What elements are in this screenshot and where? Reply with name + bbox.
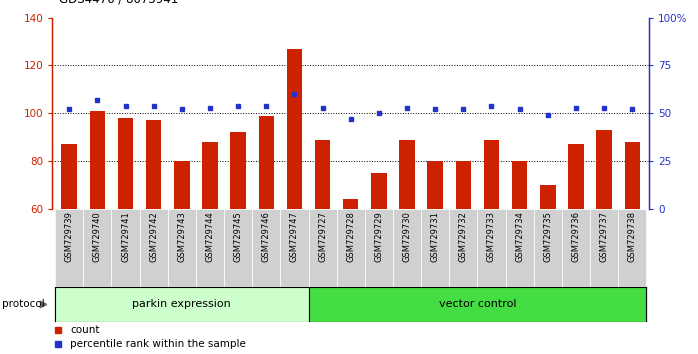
Bar [309, 209, 336, 287]
Text: GSM729743: GSM729743 [177, 211, 186, 262]
Text: GSM729732: GSM729732 [459, 211, 468, 262]
Bar [343, 199, 359, 209]
Bar [450, 209, 477, 287]
Bar [618, 209, 646, 287]
Bar [230, 132, 246, 209]
Bar [140, 209, 168, 287]
Text: GSM729738: GSM729738 [628, 211, 637, 262]
Text: GSM729742: GSM729742 [149, 211, 158, 262]
Text: GSM729747: GSM729747 [290, 211, 299, 262]
Text: GSM729735: GSM729735 [543, 211, 552, 262]
Bar [118, 118, 133, 209]
Text: vector control: vector control [438, 299, 517, 309]
Text: GSM729744: GSM729744 [205, 211, 214, 262]
Bar [477, 209, 505, 287]
Bar [112, 209, 140, 287]
Text: GSM729730: GSM729730 [403, 211, 412, 262]
Bar [224, 209, 252, 287]
Bar [568, 144, 584, 209]
Text: GSM729733: GSM729733 [487, 211, 496, 262]
Bar [534, 209, 562, 287]
Text: GSM729728: GSM729728 [346, 211, 355, 262]
Text: GSM729745: GSM729745 [234, 211, 243, 262]
Bar [371, 173, 387, 209]
Text: GSM729741: GSM729741 [121, 211, 130, 262]
Bar [252, 209, 281, 287]
Text: GSM729736: GSM729736 [572, 211, 581, 262]
Bar [202, 142, 218, 209]
Text: count: count [70, 325, 100, 335]
Bar [174, 161, 190, 209]
Bar [590, 209, 618, 287]
Bar [625, 142, 640, 209]
Bar [55, 209, 83, 287]
Bar [427, 161, 443, 209]
Bar [89, 111, 105, 209]
Bar [399, 139, 415, 209]
Bar [336, 209, 365, 287]
Text: GSM729731: GSM729731 [431, 211, 440, 262]
Bar [484, 139, 499, 209]
Bar [146, 120, 161, 209]
Bar [309, 287, 646, 322]
Bar [456, 161, 471, 209]
Bar [55, 287, 309, 322]
Bar [196, 209, 224, 287]
Bar [505, 209, 534, 287]
Bar [393, 209, 421, 287]
Bar [421, 209, 450, 287]
Text: GSM729729: GSM729729 [374, 211, 383, 262]
Bar [315, 139, 330, 209]
Bar [258, 116, 274, 209]
Text: GDS4476 / 8073941: GDS4476 / 8073941 [59, 0, 179, 5]
Bar [540, 185, 556, 209]
Text: GSM729734: GSM729734 [515, 211, 524, 262]
Text: GSM729746: GSM729746 [262, 211, 271, 262]
Text: GSM729727: GSM729727 [318, 211, 327, 262]
Bar [61, 144, 77, 209]
Bar [562, 209, 590, 287]
Bar [281, 209, 309, 287]
Bar [287, 49, 302, 209]
Text: GSM729737: GSM729737 [600, 211, 609, 262]
Bar [83, 209, 112, 287]
Bar [168, 209, 196, 287]
Text: GSM729739: GSM729739 [65, 211, 74, 262]
Bar [512, 161, 528, 209]
Text: percentile rank within the sample: percentile rank within the sample [70, 339, 246, 349]
Text: protocol: protocol [2, 299, 45, 309]
Text: GSM729740: GSM729740 [93, 211, 102, 262]
Bar [596, 130, 612, 209]
Bar [365, 209, 393, 287]
Text: parkin expression: parkin expression [133, 299, 231, 309]
